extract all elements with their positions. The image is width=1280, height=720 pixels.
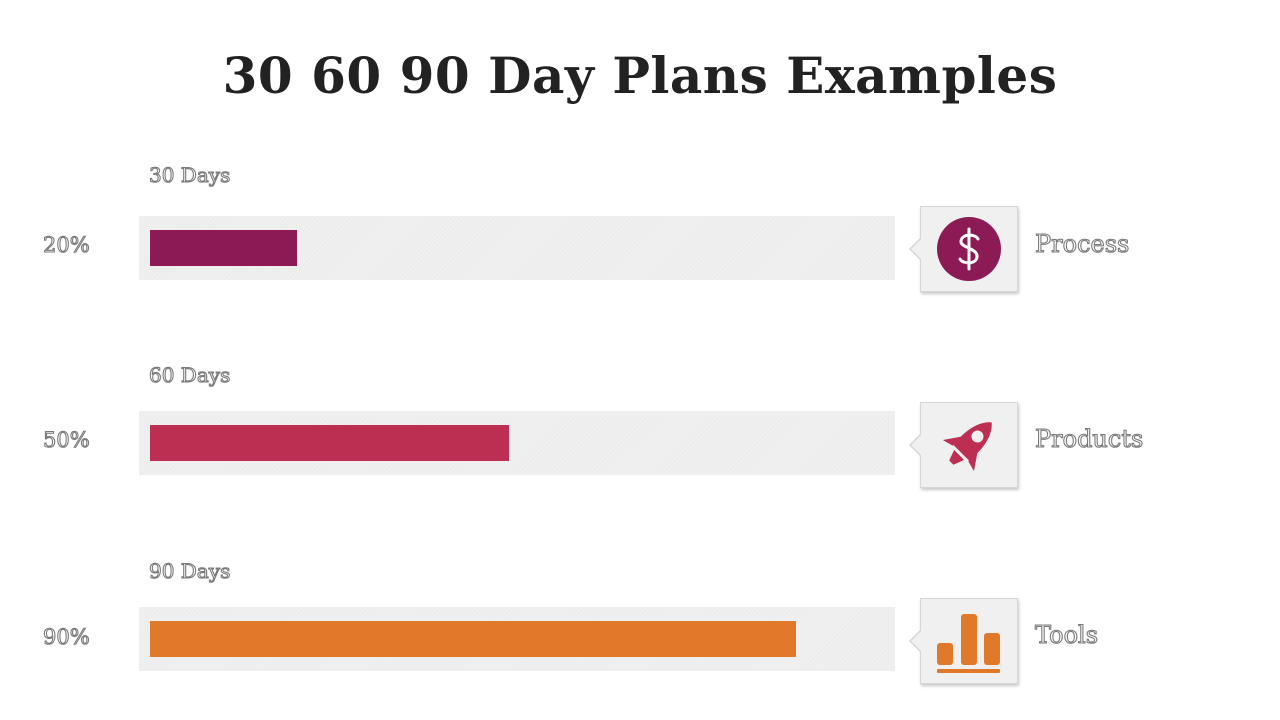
page-title: 30 60 90 Day Plans Examples (222, 46, 1058, 105)
category-label: Products (1034, 424, 1144, 453)
bar-chart-icon (909, 598, 1018, 684)
percent-label: 50% (42, 427, 90, 452)
progress-fill (150, 621, 796, 657)
progress-fill (150, 230, 297, 266)
rocket-icon (909, 402, 1018, 488)
days-label: 90 Days (148, 558, 231, 583)
progress-track (139, 216, 895, 280)
days-label: 60 Days (148, 362, 231, 387)
category-label: Process (1034, 229, 1130, 258)
days-label: 30 Days (148, 162, 231, 187)
category-label: Tools (1034, 620, 1099, 649)
progress-track (139, 411, 895, 475)
progress-track (139, 607, 895, 671)
percent-label: 20% (42, 232, 90, 257)
progress-fill (150, 425, 509, 461)
dollar-circle-icon (909, 206, 1018, 292)
percent-label: 90% (42, 624, 90, 649)
